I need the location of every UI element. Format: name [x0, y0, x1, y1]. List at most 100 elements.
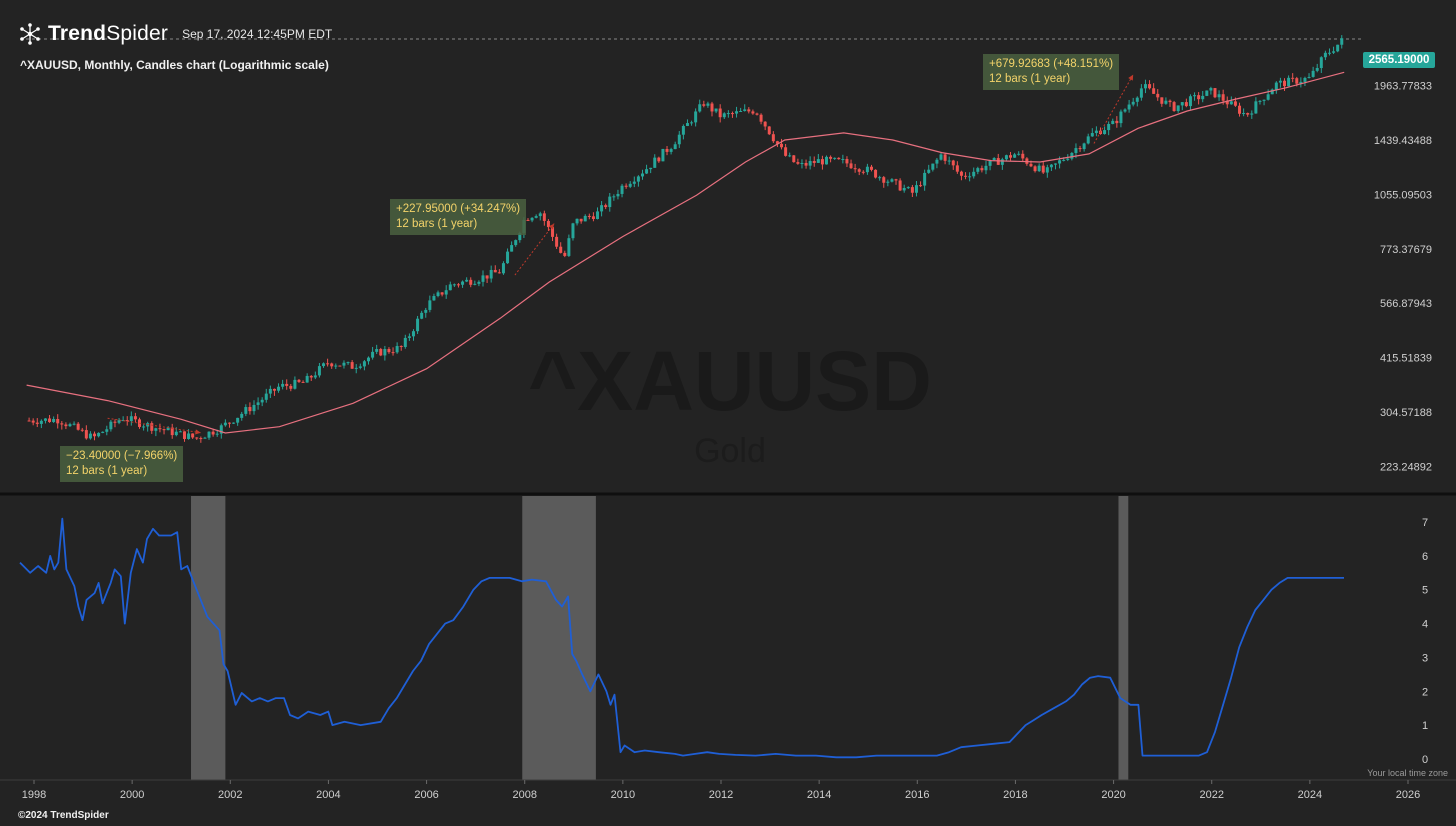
candle-body — [1160, 97, 1164, 104]
candle-body — [420, 312, 424, 319]
candle-body — [955, 165, 959, 172]
candle-body — [1176, 105, 1180, 112]
candle-body — [980, 168, 984, 171]
candle-body — [465, 279, 469, 282]
candle-body — [97, 432, 101, 437]
candle-body — [628, 183, 632, 187]
candle-body — [861, 171, 865, 173]
candle-body — [673, 144, 677, 150]
price-axis-tick-label: 415.51839 — [1380, 353, 1432, 365]
candle-body — [792, 155, 796, 163]
candle-body — [1119, 111, 1123, 124]
candle-body — [117, 420, 121, 423]
candle-body — [469, 279, 473, 285]
annotation-arrow-line — [514, 223, 555, 276]
rate-axis-tick-label: 1 — [1422, 720, 1428, 732]
candle-body — [1291, 77, 1295, 79]
candle-body — [800, 163, 804, 165]
candle-body — [632, 181, 636, 184]
candle-body — [1078, 148, 1082, 150]
candle-body — [424, 309, 428, 313]
candle-body — [730, 113, 734, 115]
measurement-annotation-2008[interactable]: +227.95000 (+34.247%) 12 bars (1 year) — [390, 199, 527, 235]
candle-body — [461, 281, 465, 285]
symbol-watermark: ^XAUUSD Gold — [528, 334, 932, 470]
candle-body — [1054, 163, 1058, 165]
watermark-symbol: ^XAUUSD — [528, 334, 932, 428]
x-axis-tick-label: 2000 — [120, 789, 144, 801]
candle-body — [1205, 90, 1209, 96]
candle-body — [187, 433, 191, 439]
x-axis-tick-label: 2014 — [807, 789, 831, 801]
candle-body — [313, 375, 317, 378]
candle-body — [1107, 124, 1111, 131]
candle-body — [526, 219, 530, 221]
candle-body — [391, 352, 395, 354]
annotation-arrow-head — [548, 223, 555, 230]
shaded-period — [1118, 496, 1129, 780]
annotation-arrow-head — [1128, 74, 1134, 81]
candle-body — [1066, 158, 1070, 160]
candle-body — [248, 407, 252, 412]
x-axis-tick-label: 2008 — [512, 789, 536, 801]
trendspider-logo-icon — [20, 23, 40, 45]
candle-body — [559, 246, 563, 253]
timezone-label[interactable]: Your local time zone — [1367, 768, 1448, 778]
axes: 223.24892 304.57188 415.51839 566.87943 773.… — [0, 81, 1456, 801]
candle-body — [1172, 102, 1176, 112]
candle-body — [162, 429, 166, 431]
candle-body — [563, 252, 567, 256]
x-axis-tick-label: 2002 — [218, 789, 242, 801]
candle-body — [1029, 163, 1033, 167]
candle-body — [874, 169, 878, 178]
candle-body — [710, 103, 714, 112]
candle-body — [52, 419, 56, 423]
candle-body — [551, 227, 555, 237]
price-axis-tick-label: 773.37679 — [1380, 244, 1432, 256]
candle-body — [820, 159, 824, 165]
x-axis-tick-label: 2010 — [611, 789, 635, 801]
candle-body — [448, 284, 452, 291]
price-axis-tick-label: 304.57188 — [1380, 407, 1432, 419]
candle-body — [747, 109, 751, 112]
candle-body — [1270, 89, 1274, 95]
candle-body — [1139, 88, 1143, 98]
candle-body — [1090, 133, 1094, 137]
candle-body — [1266, 94, 1270, 100]
candle-body — [178, 431, 182, 433]
candle-body — [379, 349, 383, 356]
candle-body — [1143, 84, 1147, 89]
candle-body — [1327, 52, 1331, 54]
candle-body — [350, 362, 354, 369]
candle-body — [612, 196, 616, 198]
candle-body — [1013, 154, 1017, 158]
candle-body — [407, 336, 411, 338]
measurement-annotation-2001[interactable]: −23.40000 (−7.966%) 12 bars (1 year) — [60, 446, 184, 482]
measurement-annotation-2020[interactable]: +679.92683 (+48.151%) 12 bars (1 year) — [983, 54, 1120, 90]
candle-body — [1062, 159, 1066, 161]
candle-body — [1197, 95, 1201, 100]
candle-body — [1148, 84, 1152, 89]
candle-body — [150, 423, 154, 431]
candle-body — [882, 177, 886, 183]
candle-body — [530, 217, 534, 221]
candle-body — [1254, 101, 1258, 114]
candle-body — [964, 175, 968, 177]
candle-body — [1017, 153, 1021, 155]
candle-body — [428, 300, 432, 310]
annotation-arrow-head — [195, 429, 201, 435]
candle-body — [788, 155, 792, 157]
price-axis-tick-label: 1439.43488 — [1374, 135, 1432, 147]
candle-body — [477, 281, 481, 284]
candle-body — [1319, 57, 1323, 69]
candle-body — [289, 385, 293, 389]
candle-body — [608, 196, 612, 208]
candle-body — [1168, 100, 1172, 103]
candle-body — [538, 213, 542, 217]
candle-body — [939, 154, 943, 160]
candle-body — [1299, 81, 1303, 84]
candle-body — [829, 156, 833, 159]
candle-body — [133, 416, 137, 420]
candle-body — [1323, 52, 1327, 58]
candle-body — [72, 423, 76, 425]
